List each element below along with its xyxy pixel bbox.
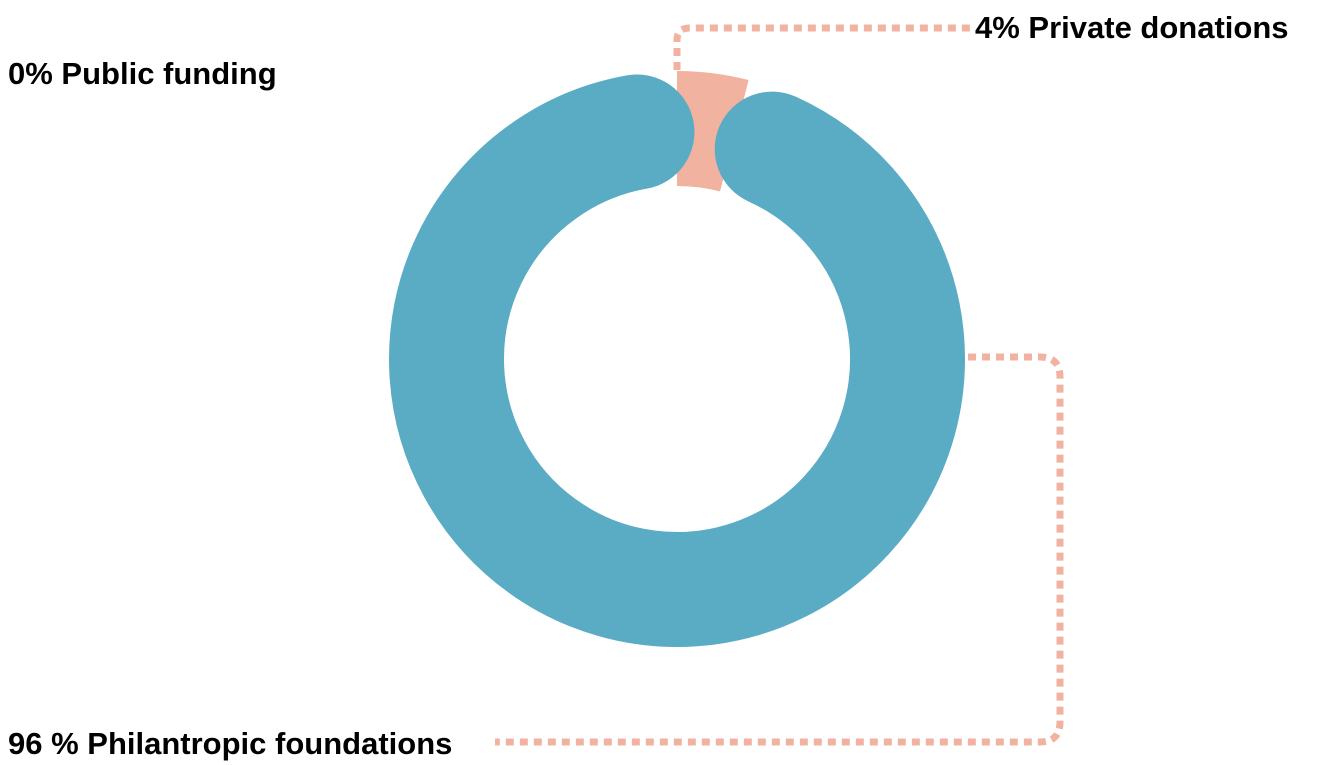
- slice-96-philantropic-foundations: [389, 74, 965, 647]
- leader-line-4-private-donations: [673, 24, 970, 70]
- slice-labels: 0% Public funding 4% Private donations 96 …: [8, 10, 1289, 761]
- leader-lines: [495, 24, 1064, 746]
- slice-4-private-donations: [677, 71, 749, 192]
- label-4-private-donations: 4% Private donations: [975, 10, 1289, 45]
- label-0-public-funding: 0% Public funding: [8, 56, 277, 91]
- donut-slices: [389, 71, 965, 647]
- label-96-philantropic-foundations: 96 % Philantropic foundations: [8, 726, 452, 761]
